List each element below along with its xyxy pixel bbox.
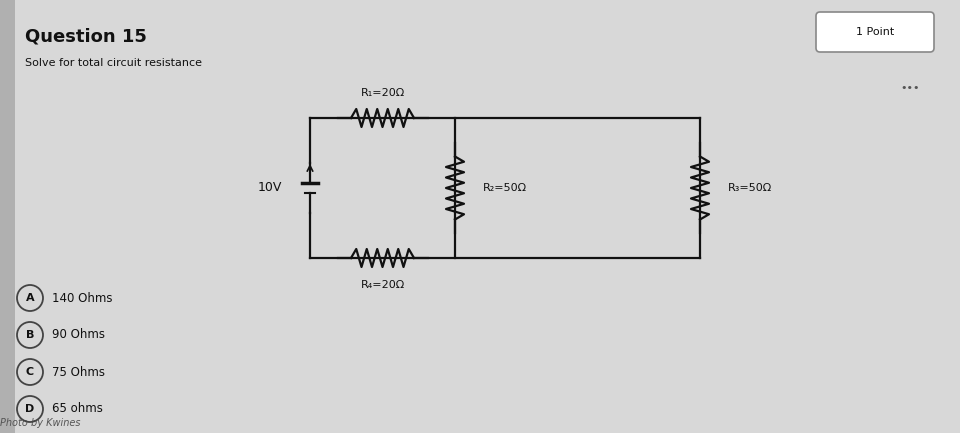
- Text: 1 Point: 1 Point: [856, 27, 894, 37]
- Text: •••: •••: [900, 83, 920, 93]
- Text: 75 Ohms: 75 Ohms: [52, 365, 105, 378]
- Text: Solve for total circuit resistance: Solve for total circuit resistance: [25, 58, 202, 68]
- Text: R₄=20Ω: R₄=20Ω: [360, 280, 404, 290]
- Text: A: A: [26, 293, 35, 303]
- Text: C: C: [26, 367, 34, 377]
- Text: B: B: [26, 330, 35, 340]
- Text: R₂=50Ω: R₂=50Ω: [483, 183, 527, 193]
- Text: R₃=50Ω: R₃=50Ω: [728, 183, 772, 193]
- Text: 140 Ohms: 140 Ohms: [52, 291, 112, 304]
- FancyBboxPatch shape: [15, 0, 960, 433]
- Text: Question 15: Question 15: [25, 28, 147, 46]
- Text: 90 Ohms: 90 Ohms: [52, 329, 105, 342]
- Text: 65 ohms: 65 ohms: [52, 403, 103, 416]
- Text: R₁=20Ω: R₁=20Ω: [360, 88, 404, 98]
- FancyBboxPatch shape: [816, 12, 934, 52]
- Text: D: D: [25, 404, 35, 414]
- Text: Photo by Kwines: Photo by Kwines: [0, 418, 81, 428]
- Text: 10V: 10V: [257, 181, 282, 194]
